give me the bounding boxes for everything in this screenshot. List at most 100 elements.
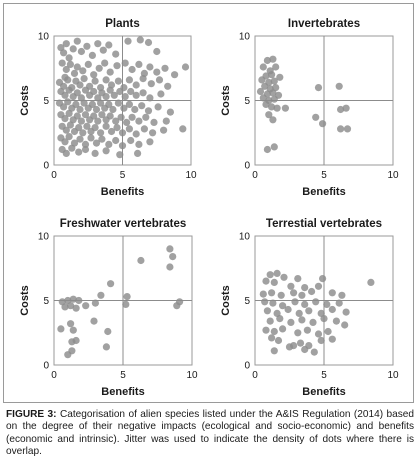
panel-4-data-point — [314, 330, 323, 338]
panel-1-data-point — [91, 149, 99, 157]
panel-4-x-axis-title: Benefits — [302, 386, 345, 398]
panel-4-title: Terrestial vertebrates — [266, 218, 382, 230]
panel-4-data-point — [301, 300, 309, 308]
panel-1-data-point — [149, 129, 157, 137]
panel-1-title: Plants — [105, 18, 140, 30]
panel-1-data-point — [80, 99, 88, 107]
panel-4-data-point — [298, 291, 306, 299]
panel-1-data-point — [73, 63, 81, 71]
panel-1-data-point — [128, 113, 136, 121]
panel-1-data-point — [125, 125, 133, 133]
panel-1-data-point — [125, 76, 133, 84]
panel-2-data-point — [262, 100, 270, 108]
panel-1-data-point — [77, 117, 85, 125]
panel-4-data-point — [298, 316, 306, 324]
panel-4-data-point — [338, 291, 346, 299]
panel-4-data-point — [276, 315, 284, 323]
panel-1-data-point — [131, 105, 139, 114]
panel-1-data-point — [139, 75, 147, 83]
panel-4-data-point — [284, 305, 292, 314]
panel-4-y-tick-label: 5 — [244, 296, 250, 307]
panel-4-data-point — [342, 308, 350, 316]
panel-1-data-point — [58, 59, 66, 67]
panel-4-data-point — [279, 302, 287, 310]
panel-2-data-point — [335, 82, 343, 90]
panel-1-data-point — [102, 122, 110, 130]
panel-1-data-point — [73, 89, 81, 97]
panel-1-data-point — [132, 81, 140, 89]
panel-1-data-point — [102, 93, 110, 101]
panel-4-x-tick-label: 10 — [387, 370, 399, 381]
panel-1-data-point — [76, 81, 84, 89]
panel-1-x-tick-label: 10 — [185, 170, 197, 181]
panel-1-data-point — [91, 77, 99, 85]
panel-1-data-point — [127, 136, 135, 145]
panel-1-data-point — [124, 37, 132, 45]
panel-1-data-point — [116, 87, 124, 96]
panel-1-data-point — [91, 124, 99, 132]
panel-2-data-point — [314, 84, 323, 92]
panel-2-x-axis-title: Benefits — [302, 186, 345, 198]
panel-4-data-point — [314, 282, 323, 290]
panel-1-data-point — [76, 105, 84, 114]
panel-1-data-point — [138, 102, 146, 110]
panel-3-data-point — [61, 303, 69, 311]
panel-3-x-tick-label: 10 — [186, 370, 198, 381]
panel-2-data-point — [276, 73, 284, 81]
panel-1-data-point — [99, 46, 107, 54]
panel-2-data-point — [270, 143, 278, 151]
panel-4-data-point — [328, 289, 336, 297]
panel-4-data-point — [303, 326, 311, 334]
panel-3-x-axis-title: Benefits — [101, 386, 144, 398]
figure-caption-label: FIGURE 3: — [6, 409, 57, 420]
panel-4-data-point — [341, 321, 349, 329]
panel-1-data-point — [132, 91, 140, 99]
panel-2-data-point — [261, 82, 269, 90]
panel-1-data-point — [61, 115, 69, 123]
panel-1-data-point — [155, 76, 164, 84]
panel-3-data-point — [67, 302, 75, 310]
panel-2-data-point — [269, 55, 277, 63]
panel-1-data-point — [153, 47, 161, 56]
panel-3-data-point — [107, 280, 115, 288]
panel-3-x-tick-label: 0 — [51, 370, 57, 381]
panel-1-data-point — [109, 105, 117, 114]
panel-4-x-tick-label: 5 — [321, 370, 327, 381]
panel-1-data-point — [164, 82, 172, 90]
panel-4-data-point — [312, 298, 320, 306]
panel-4-data-point — [270, 327, 278, 336]
panel-1-data-point — [106, 112, 114, 120]
panel-3-data-point — [69, 326, 77, 334]
panel-1-data-point — [106, 68, 114, 76]
panel-1-data-point — [64, 98, 72, 106]
panel-1-data-point — [106, 86, 114, 94]
panel-4-data-point — [324, 327, 332, 336]
panel-1-data-point — [102, 76, 110, 84]
panel-1-data-point — [94, 40, 102, 48]
panel-3-data-point — [82, 302, 90, 310]
panel-1-data-point — [61, 91, 69, 99]
panel-3-data-point — [72, 304, 80, 312]
panel-4-data-point — [308, 287, 316, 296]
panel-4-data-point — [290, 289, 298, 297]
panel-1-data-point — [135, 117, 143, 125]
panel-2-y-tick-label: 5 — [244, 96, 250, 107]
panel-1-data-point — [127, 87, 135, 96]
panel-1-y-axis-title: Costs — [19, 85, 31, 116]
panel-4-data-point — [328, 335, 336, 343]
panel-4-data-point — [310, 348, 318, 356]
panel-1-data-point — [146, 138, 154, 146]
panel-1-data-point — [65, 133, 73, 141]
panel-4-data-point — [287, 318, 295, 326]
panel-4-data-point — [270, 278, 278, 286]
panel-1-data-point — [75, 124, 83, 132]
panel-4-data-point — [274, 336, 283, 345]
figure-caption: FIGURE 3: Categorisation of alien specie… — [6, 409, 414, 459]
panel-1-data-point — [61, 138, 69, 146]
panel-1-data-point — [62, 40, 70, 48]
panel-3-data-point — [173, 302, 181, 310]
panel-3-data-point — [72, 336, 80, 345]
panel-4-data-point — [266, 271, 274, 279]
panel-1-data-point — [150, 118, 158, 126]
panel-4-data-point — [301, 284, 309, 292]
